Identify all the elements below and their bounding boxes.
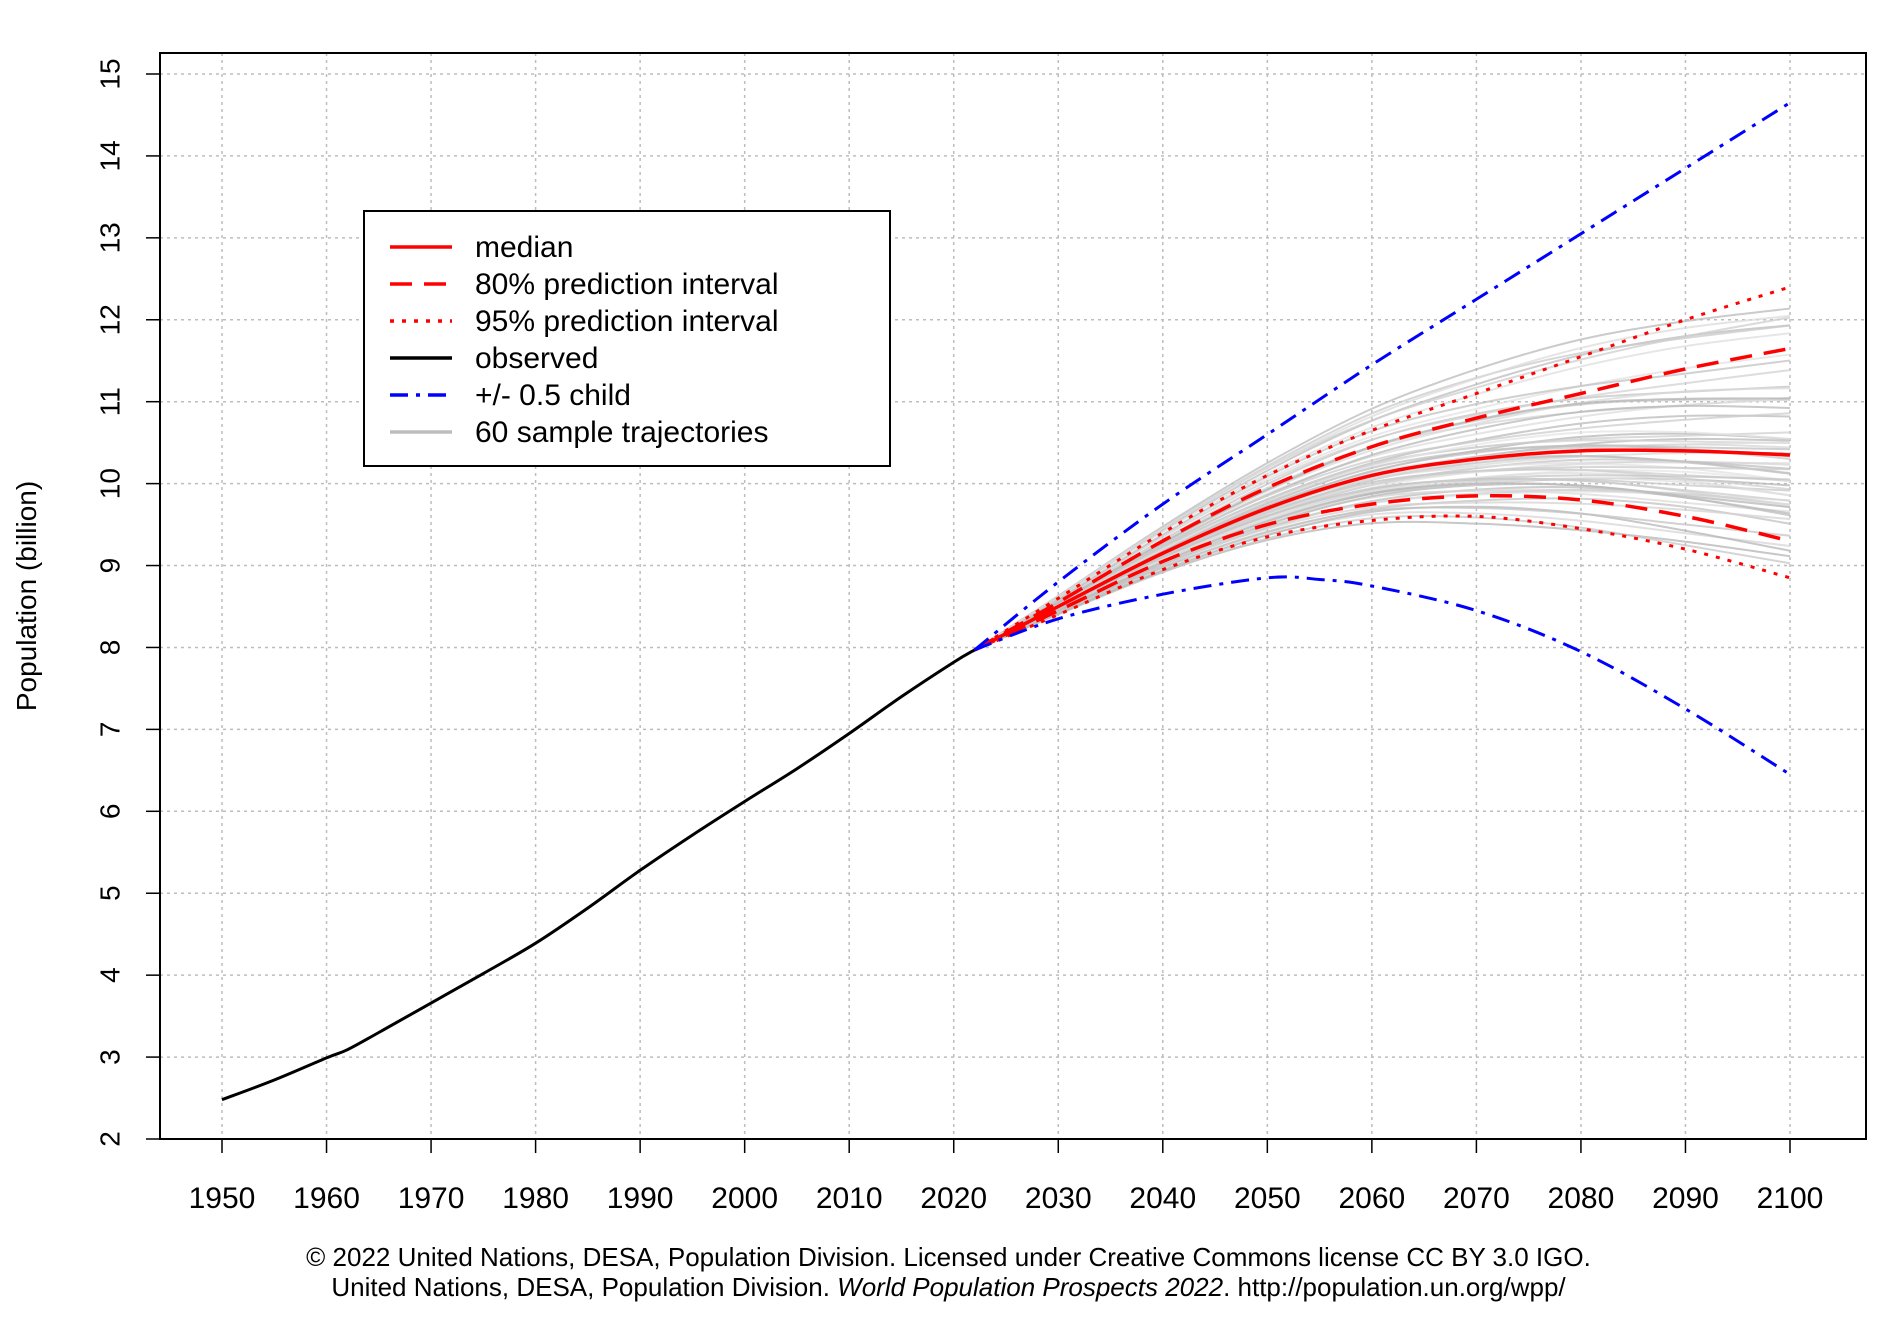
- x-tick-label-1950: 1950: [189, 1182, 256, 1215]
- sample-trajectory: [974, 430, 1791, 651]
- series-line--0-5-child: [974, 575, 1791, 776]
- y-tick-label-13: 13: [94, 222, 125, 253]
- series-lines: [221, 101, 1791, 1102]
- sample-trajectory: [974, 314, 1791, 651]
- series-line-observed: [221, 648, 976, 1102]
- legend-label: +/- 0.5 child: [475, 379, 631, 412]
- y-tick-label-10: 10: [94, 468, 125, 499]
- x-tick-label-2030: 2030: [1025, 1182, 1092, 1215]
- x-tick-label-1960: 1960: [293, 1182, 360, 1215]
- plot-frame: [159, 52, 1867, 1140]
- legend-label: 60 sample trajectories: [475, 416, 768, 449]
- sample-trajectory: [974, 332, 1791, 651]
- footer-citation: United Nations, DESA, Population Divisio…: [0, 1272, 1897, 1303]
- y-tick-label-6: 6: [94, 804, 125, 820]
- x-tick-label-2060: 2060: [1338, 1182, 1405, 1215]
- x-tick-label-1980: 1980: [502, 1182, 569, 1215]
- sample-trajectory: [974, 506, 1791, 651]
- y-tick-label-12: 12: [94, 304, 125, 335]
- legend-box: [363, 210, 891, 467]
- x-tick-label-2050: 2050: [1234, 1182, 1301, 1215]
- y-tick-label-2: 2: [94, 1131, 125, 1147]
- x-tick-label-1970: 1970: [398, 1182, 465, 1215]
- x-axis: 1950 1960 1970 1980 1990 2000 2010 2020 2030 2040…: [189, 1139, 1824, 1215]
- sample-trajectory: [974, 474, 1791, 651]
- x-tick-label-2020: 2020: [920, 1182, 987, 1215]
- sample-trajectory: [974, 412, 1791, 651]
- x-tick-label-2000: 2000: [711, 1182, 778, 1215]
- x-tick-label-2100: 2100: [1757, 1182, 1824, 1215]
- y-tick-label-11: 11: [94, 387, 125, 416]
- series-line-80-lower: [973, 493, 1791, 652]
- y-tick-label-5: 5: [94, 885, 125, 901]
- y-tick-label-7: 7: [94, 722, 125, 738]
- sample-trajectory: [974, 469, 1791, 651]
- x-tick-label-2040: 2040: [1129, 1182, 1196, 1215]
- series-line--0-5-child: [973, 101, 1791, 652]
- x-tick-label-1990: 1990: [607, 1182, 674, 1215]
- y-tick-label-9: 9: [94, 558, 125, 574]
- footer-citation-prefix: United Nations, DESA, Population Divisio…: [331, 1272, 838, 1302]
- sample-trajectory: [974, 359, 1791, 651]
- footer-citation-suffix: . http://population.un.org/wpp/: [1223, 1272, 1566, 1302]
- sample-trajectory: [974, 431, 1791, 651]
- legend: median 80% prediction interval 95% predict…: [363, 210, 891, 467]
- x-tick-label-2090: 2090: [1652, 1182, 1719, 1215]
- legend-label: observed: [475, 342, 598, 375]
- y-tick-label-15: 15: [94, 58, 125, 89]
- footer-citation-title: World Population Prospects 2022: [837, 1272, 1224, 1302]
- x-tick-label-2080: 2080: [1548, 1182, 1615, 1215]
- y-tick-label-4: 4: [94, 967, 125, 983]
- y-tick-label-3: 3: [94, 1049, 125, 1065]
- legend-label: median: [475, 231, 573, 264]
- sample-trajectory: [974, 482, 1791, 651]
- x-tick-label-2070: 2070: [1443, 1182, 1510, 1215]
- series-line-median: [973, 448, 1791, 652]
- y-tick-label-14: 14: [94, 140, 125, 171]
- y-tick-label-8: 8: [94, 640, 125, 656]
- series-line-80-upper: [973, 346, 1791, 652]
- legend-label: 95% prediction interval: [475, 305, 779, 338]
- y-axis-label: Population (billion): [11, 481, 42, 711]
- series-line-95-lower: [974, 514, 1791, 652]
- x-tick-label-2010: 2010: [816, 1182, 883, 1215]
- legend-label: 80% prediction interval: [475, 268, 779, 301]
- y-axis: 2 3 4 5 6 7 8 9 10 11 12 13 14 15: [94, 58, 160, 1147]
- footer-copyright: © 2022 United Nations, DESA, Population …: [306, 1242, 1591, 1272]
